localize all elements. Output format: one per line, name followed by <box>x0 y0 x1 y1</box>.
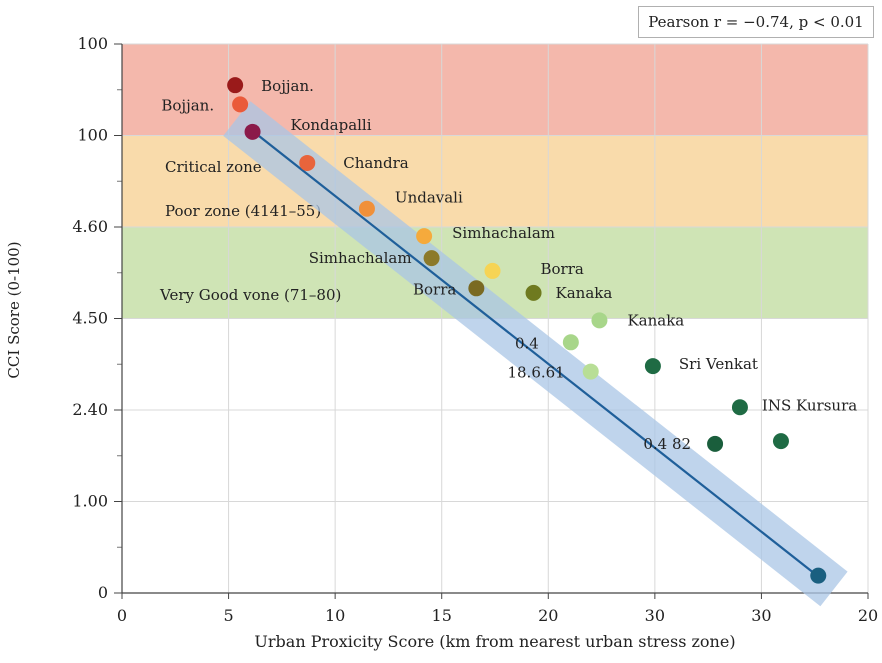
point-label: Chandra <box>343 154 409 172</box>
data-point <box>562 334 579 351</box>
pearson-annotation: Pearson r = −0.74, p < 0.01 <box>638 6 874 38</box>
trend-line <box>251 130 819 578</box>
data-point <box>232 96 249 113</box>
x-tick-label: 30 <box>751 606 771 625</box>
x-tick-label: 30 <box>645 606 665 625</box>
data-point <box>244 123 261 140</box>
point-label: Borra <box>541 260 584 278</box>
y-tick-label: 4.50 <box>72 309 108 328</box>
x-tick-label: 20 <box>858 606 878 625</box>
point-label: Kanaka <box>627 311 684 329</box>
data-point <box>731 399 748 416</box>
y-tick-label: 100 <box>77 34 108 53</box>
point-label: Bojjan. <box>161 96 214 114</box>
point-label: Kanaka <box>556 284 613 302</box>
point-label: Undavali <box>395 189 463 207</box>
data-point <box>644 358 661 375</box>
point-label: Simhachalam <box>452 224 555 242</box>
x-tick-label: 15 <box>432 606 452 625</box>
zone-label: Critical zone <box>165 158 262 176</box>
point-label: 0.4 82 <box>643 435 691 453</box>
data-point <box>416 228 433 245</box>
point-label: 0.4 <box>515 334 539 352</box>
data-point <box>227 77 244 94</box>
y-axis-title: CCI Score (0-100) <box>5 241 23 379</box>
x-tick-label: 10 <box>325 606 345 625</box>
y-tick-label: 4.60 <box>72 217 108 236</box>
point-label: Simhachalam <box>309 249 412 267</box>
zone-label: Very Good vone (71–80) <box>159 286 341 304</box>
y-tick-label: 0 <box>98 583 108 602</box>
data-point <box>772 433 789 450</box>
point-label: Kondapalli <box>291 116 372 134</box>
data-point <box>810 567 827 584</box>
y-tick-label: 100 <box>77 126 108 145</box>
point-label: 18.6.61 <box>507 364 564 382</box>
data-point <box>468 280 485 297</box>
data-point <box>299 154 316 171</box>
point-label: Sri Venkat <box>679 355 758 373</box>
x-tick-label: 20 <box>538 606 558 625</box>
x-tick-label: 5 <box>223 606 233 625</box>
data-point <box>525 284 542 301</box>
x-tick-label: 0 <box>117 606 127 625</box>
x-axis-title: Urban Proxicity Score (km from nearest u… <box>254 632 736 651</box>
zone-label: Poor zone (4141–55) <box>165 202 321 220</box>
data-point <box>484 262 501 279</box>
zone-band-3 <box>122 318 868 593</box>
y-tick-label: 1.00 <box>72 492 108 511</box>
data-point <box>582 363 599 380</box>
data-point <box>591 312 608 329</box>
point-label: Bojjan. <box>261 77 314 95</box>
point-label: Borra <box>413 280 456 298</box>
y-tick-label: 2.40 <box>72 400 108 419</box>
data-point <box>423 250 440 267</box>
data-point <box>707 435 724 452</box>
point-label: INS Kursura <box>762 396 857 414</box>
data-point <box>358 200 375 217</box>
